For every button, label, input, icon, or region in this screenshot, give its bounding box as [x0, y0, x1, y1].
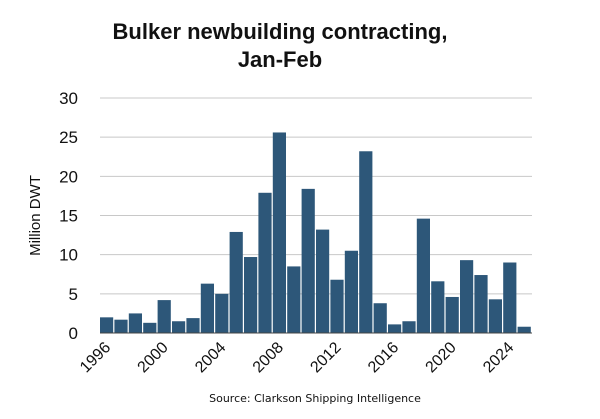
bar-2009	[287, 266, 301, 333]
bar-2004	[215, 293, 229, 333]
bar-1999	[143, 322, 157, 333]
bar-2006	[244, 257, 258, 333]
bar-2005	[229, 231, 243, 333]
chart-title: Bulker newbuilding contracting, Jan-Feb	[70, 18, 490, 74]
x-tick-label: 2012	[307, 339, 344, 376]
bar-series	[100, 132, 531, 333]
bar-2022	[474, 275, 488, 333]
bar-2012	[330, 279, 344, 333]
bar-2002	[186, 318, 200, 333]
bar-2015	[373, 303, 387, 333]
x-tick-label: 2024	[480, 339, 517, 376]
bar-2008	[272, 132, 286, 333]
bar-2010	[301, 188, 315, 333]
bar-2014	[359, 151, 373, 333]
x-tick-label: 1996	[77, 339, 114, 376]
bar-2001	[172, 321, 186, 333]
chart-title-line-1: Bulker newbuilding contracting,	[112, 19, 448, 44]
y-axis-label: Million DWT	[27, 175, 44, 256]
bar-2016	[388, 324, 402, 333]
bar-2007	[258, 192, 272, 333]
x-tick-label: 2020	[423, 339, 460, 376]
bar-2024	[503, 262, 517, 333]
bar-2003	[200, 283, 214, 333]
bar-2017	[402, 321, 416, 333]
bar-2011	[316, 229, 330, 333]
chart-title-line-2: Jan-Feb	[237, 47, 323, 72]
y-tick-label: 20	[59, 167, 78, 186]
y-tick-label: 25	[59, 128, 78, 147]
y-tick-label: 5	[69, 285, 78, 304]
bar-2023	[488, 299, 502, 333]
bar-2000	[157, 300, 171, 333]
bar-1997	[114, 319, 128, 333]
x-tick-label: 2000	[135, 339, 172, 376]
y-tick-label: 10	[59, 246, 78, 265]
x-tick-label: 2016	[365, 339, 402, 376]
y-tick-labels: 0 5 10 15 20 25 30	[59, 89, 78, 343]
bar-2019	[431, 281, 445, 333]
bar-2018	[416, 218, 430, 333]
bar-1998	[128, 313, 142, 333]
y-tick-label: 15	[59, 207, 78, 226]
x-tick-label: 2008	[250, 339, 287, 376]
bar-2021	[460, 260, 474, 333]
y-tick-label: 0	[69, 324, 78, 343]
x-tick-labels: 1996 2000 2004 2008 2012 2016 2020 2024	[77, 339, 517, 376]
source-note: Source: Clarkson Shipping Intelligence	[209, 392, 421, 405]
bar-2020	[445, 296, 459, 333]
bar-2025	[517, 326, 531, 333]
bar-2013	[344, 250, 358, 333]
bar-1996	[100, 317, 114, 333]
y-tick-label: 30	[59, 89, 78, 108]
x-tick-label: 2004	[192, 339, 229, 376]
